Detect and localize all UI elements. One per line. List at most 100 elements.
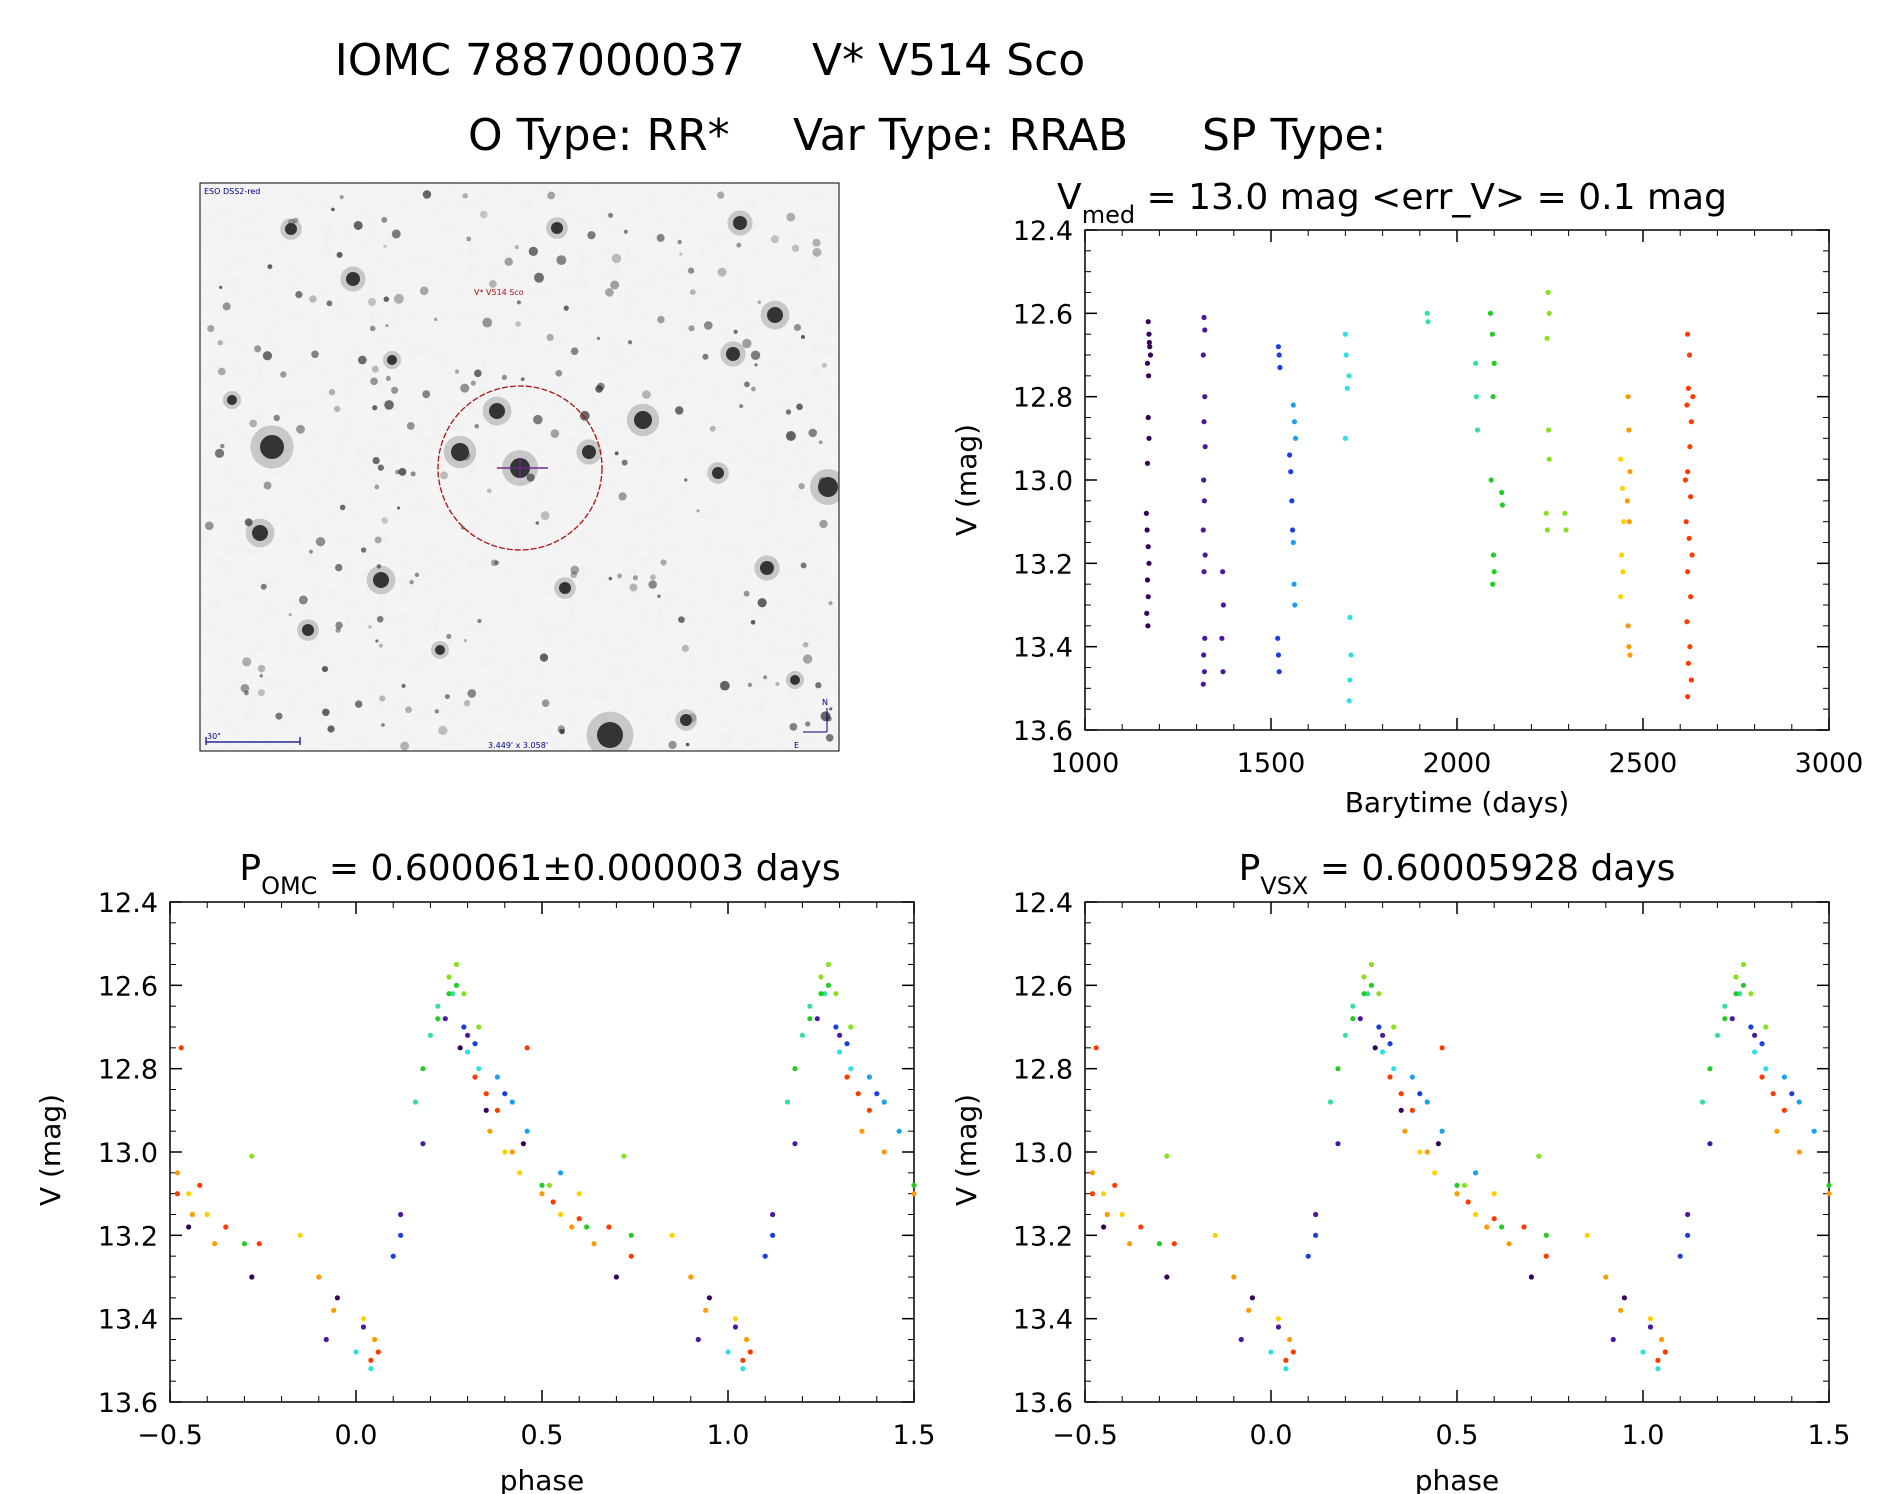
star xyxy=(678,616,685,624)
data-point-epoch-11 xyxy=(1685,569,1691,575)
data-point-epoch-3 xyxy=(762,1253,768,1259)
data-point-epoch-6 xyxy=(1342,1032,1348,1038)
star xyxy=(828,601,833,606)
y-tick-label: 13.6 xyxy=(1013,716,1073,747)
data-point-epoch-11 xyxy=(1684,402,1690,408)
star xyxy=(302,624,314,636)
data-point-epoch-2 xyxy=(1707,1141,1713,1147)
star xyxy=(438,725,448,736)
data-point-epoch-3 xyxy=(1289,498,1295,504)
star xyxy=(712,467,724,479)
star xyxy=(298,595,308,605)
data-point-epoch-5 xyxy=(1346,698,1352,704)
data-point-epoch-5 xyxy=(1347,677,1353,683)
phase-vsx-ticks: −0.5 0.0 0.5 1.0 1.5 12.4 12.6 12.8 13.0 13.2 13.4… xyxy=(1013,888,1851,1451)
star xyxy=(474,423,480,429)
star xyxy=(796,403,803,411)
data-point-epoch-8 xyxy=(848,1024,854,1030)
data-point-epoch-1 xyxy=(1435,1141,1441,1147)
star xyxy=(717,267,727,277)
data-point-epoch-7 xyxy=(446,991,452,997)
data-point-epoch-3 xyxy=(1275,344,1282,350)
data-point-epoch-2 xyxy=(1220,602,1226,608)
data-point-epoch-11 xyxy=(256,1241,262,1247)
data-point-epoch-7 xyxy=(807,1016,813,1022)
star xyxy=(696,509,700,513)
x-tick-label: 1000 xyxy=(1051,748,1120,779)
star xyxy=(526,473,535,482)
data-point-epoch-7 xyxy=(911,1182,917,1188)
star xyxy=(679,252,683,256)
data-point-epoch-1 xyxy=(1372,1045,1378,1051)
data-point-epoch-1 xyxy=(1144,527,1150,533)
data-point-epoch-11 xyxy=(1521,1224,1527,1230)
data-point-epoch-10 xyxy=(744,1336,750,1343)
data-point-epoch-4 xyxy=(558,1170,564,1176)
data-point-epoch-4 xyxy=(1811,1128,1817,1134)
data-point-epoch-7 xyxy=(792,1066,798,1072)
star xyxy=(322,708,330,717)
star xyxy=(387,355,397,365)
star xyxy=(611,253,622,264)
data-point-epoch-2 xyxy=(1201,477,1207,483)
data-point-epoch-1 xyxy=(1147,344,1153,350)
star xyxy=(395,469,400,475)
data-point-epoch-1 xyxy=(483,1107,489,1113)
data-point-epoch-6 xyxy=(807,1003,813,1009)
star xyxy=(244,690,249,696)
data-point-epoch-2 xyxy=(1202,444,1208,450)
data-point-epoch-2 xyxy=(1685,1211,1691,1218)
data-point-epoch-2 xyxy=(1200,352,1206,358)
star xyxy=(757,300,761,304)
star xyxy=(621,459,628,466)
x-tick-label: −0.5 xyxy=(137,1420,203,1451)
star xyxy=(747,682,753,688)
data-point-epoch-11 xyxy=(1093,1045,1099,1051)
data-point-epoch-2 xyxy=(1220,669,1226,675)
finding-chart: ESO DSS2-red V* V514 Sco 30" 3.449' x 3.… xyxy=(199,182,840,752)
variability-type: Var Type: RRAB xyxy=(793,110,1128,161)
star xyxy=(267,264,273,270)
data-point-epoch-8 xyxy=(1544,335,1550,341)
star xyxy=(339,504,346,511)
x-tick-label: 1.5 xyxy=(893,1420,936,1451)
star xyxy=(374,484,380,490)
data-point-epoch-4 xyxy=(1291,581,1297,587)
star xyxy=(368,625,372,629)
data-point-epoch-2 xyxy=(1202,552,1208,558)
star xyxy=(455,369,460,374)
data-point-epoch-8 xyxy=(1361,974,1367,980)
data-point-epoch-7 xyxy=(1491,569,1497,575)
data-point-epoch-9 xyxy=(502,1149,508,1155)
data-point-epoch-5 xyxy=(476,1066,482,1072)
star xyxy=(757,598,767,608)
data-point-epoch-2 xyxy=(1201,419,1207,425)
data-point-epoch-11 xyxy=(1290,1349,1296,1355)
star xyxy=(490,559,498,567)
star xyxy=(353,220,363,230)
star xyxy=(733,329,738,334)
data-point-epoch-10 xyxy=(1626,427,1632,433)
data-point-epoch-9 xyxy=(1101,1191,1107,1197)
data-point-epoch-11 xyxy=(855,1091,861,1097)
data-point-epoch-5 xyxy=(1342,331,1348,337)
star xyxy=(240,683,250,693)
data-point-epoch-7 xyxy=(818,991,824,997)
data-point-epoch-4 xyxy=(1292,435,1299,441)
data-point-epoch-4 xyxy=(896,1128,902,1134)
star xyxy=(605,288,614,297)
data-point-epoch-3 xyxy=(1748,1024,1754,1030)
star xyxy=(391,229,401,239)
data-point-epoch-7 xyxy=(241,1241,247,1247)
star xyxy=(792,675,800,683)
data-point-epoch-1 xyxy=(1145,414,1151,421)
x-tick-label: 0.0 xyxy=(335,1420,378,1451)
star xyxy=(821,362,828,368)
data-point-epoch-11 xyxy=(1688,494,1694,500)
star xyxy=(800,562,807,569)
star xyxy=(514,245,519,250)
star xyxy=(405,706,412,714)
star xyxy=(819,477,827,485)
star xyxy=(642,390,651,400)
star xyxy=(689,289,696,296)
